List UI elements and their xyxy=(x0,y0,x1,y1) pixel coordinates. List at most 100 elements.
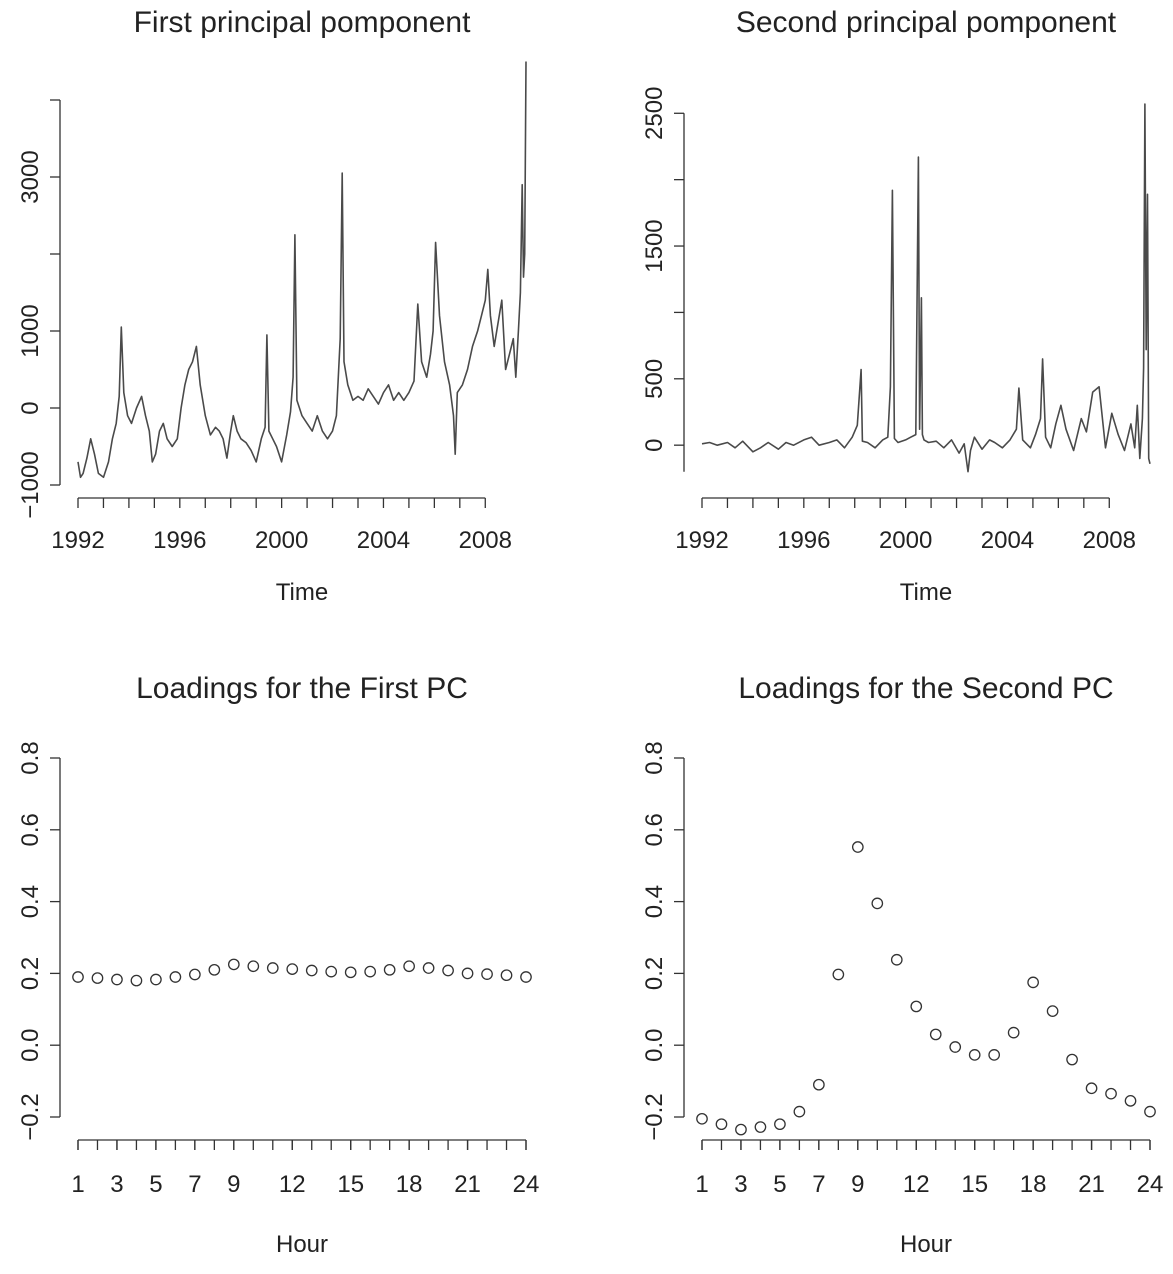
x-tick-label: 9 xyxy=(227,1171,240,1198)
data-point xyxy=(461,967,474,980)
x-tick-label: 3 xyxy=(734,1171,747,1198)
x-tick-label: 1 xyxy=(71,1171,84,1198)
x-tick-label: 24 xyxy=(513,1171,540,1198)
y-tick-label: 0.0 xyxy=(17,1029,44,1062)
data-series-line xyxy=(77,61,527,479)
data-point xyxy=(1144,1105,1156,1118)
data-point xyxy=(1085,1082,1098,1095)
x-tick-label: 21 xyxy=(454,1171,481,1198)
data-point xyxy=(130,974,143,987)
y-tick-label: 0.8 xyxy=(17,741,44,774)
data-point xyxy=(520,971,532,983)
x-tick-label: 1996 xyxy=(777,527,830,554)
chart-title: Loadings for the First PC xyxy=(136,672,468,705)
data-point xyxy=(1124,1094,1137,1107)
x-tick-label: 2000 xyxy=(879,527,932,554)
chart-panel-2: Second principal pomponent 1992 1996 2000 20… xyxy=(641,6,1151,606)
x-tick-label: 15 xyxy=(961,1171,988,1198)
data-point xyxy=(286,963,299,975)
x-tick-label: 2004 xyxy=(981,527,1034,554)
y-tick-label: 0 xyxy=(17,401,44,414)
data-point xyxy=(735,1123,747,1136)
y-tick-label: 0.0 xyxy=(641,1029,668,1062)
x-tick-label: 2008 xyxy=(459,527,512,554)
y-tick-label: 3000 xyxy=(17,150,44,203)
y-tick-label: −0.2 xyxy=(17,1093,44,1140)
x-axis xyxy=(77,497,486,508)
y-axis xyxy=(50,99,61,486)
y-axis xyxy=(674,757,685,1118)
x-tick-label: 12 xyxy=(279,1171,306,1198)
y-tick-label: 1500 xyxy=(641,219,668,272)
data-point xyxy=(227,958,240,971)
y-tick-label: −1000 xyxy=(17,451,44,518)
data-point xyxy=(344,966,357,979)
x-tick-label: 3 xyxy=(110,1171,123,1198)
x-axis-label: Hour xyxy=(276,1231,328,1258)
x-tick-label: 1992 xyxy=(675,527,728,554)
x-tick-label: 18 xyxy=(1020,1171,1047,1198)
x-tick-label: 2008 xyxy=(1083,527,1136,554)
x-tick-label: 1992 xyxy=(51,527,104,554)
data-point xyxy=(208,963,221,976)
data-point xyxy=(111,973,123,986)
data-point xyxy=(247,960,260,973)
x-tick-label: 7 xyxy=(812,1171,825,1198)
y-tick-label: 0.4 xyxy=(641,885,668,918)
data-point xyxy=(696,1112,708,1125)
data-point xyxy=(754,1121,767,1133)
data-point xyxy=(1007,1026,1020,1039)
y-axis xyxy=(50,757,61,1118)
data-point xyxy=(851,841,864,853)
data-point xyxy=(968,1049,981,1061)
data-point xyxy=(481,968,493,980)
data-point xyxy=(929,1028,942,1041)
data-point xyxy=(403,960,415,973)
data-point xyxy=(774,1118,786,1131)
chart-title: Loadings for the Second PC xyxy=(738,672,1113,705)
x-tick-label: 1 xyxy=(695,1171,708,1198)
y-tick-label: 2500 xyxy=(641,87,668,140)
y-tick-label: 0.8 xyxy=(641,741,668,774)
data-point xyxy=(442,964,454,977)
data-point xyxy=(150,973,162,986)
y-tick-label: 0 xyxy=(641,438,668,451)
data-point xyxy=(793,1105,806,1118)
x-tick-label: 2000 xyxy=(255,527,308,554)
data-point xyxy=(715,1118,728,1131)
x-tick-label: 1996 xyxy=(153,527,206,554)
data-point xyxy=(91,972,104,984)
chart-panel-4: Loadings for the Second PC 1 3 5 7 9 12 15 18 21 2… xyxy=(641,672,1163,1258)
chart-title: First principal pomponent xyxy=(134,6,471,39)
x-tick-label: 2004 xyxy=(357,527,410,554)
x-axis-label: Time xyxy=(900,579,952,606)
y-axis xyxy=(674,112,685,472)
data-point xyxy=(364,965,377,978)
data-point xyxy=(500,969,513,982)
data-point xyxy=(1046,1005,1059,1017)
data-point xyxy=(813,1078,825,1091)
x-tick-label: 7 xyxy=(188,1171,201,1198)
data-point xyxy=(832,968,845,981)
data-point xyxy=(189,968,201,981)
data-point xyxy=(988,1049,1001,1061)
data-point xyxy=(1027,976,1039,989)
x-axis xyxy=(701,497,1110,508)
x-tick-label: 9 xyxy=(851,1171,864,1198)
data-point xyxy=(383,963,396,976)
x-axis xyxy=(77,1139,527,1150)
data-point xyxy=(949,1041,962,1053)
x-tick-label: 12 xyxy=(903,1171,930,1198)
data-point xyxy=(266,962,279,974)
data-point xyxy=(169,971,182,983)
x-tick-label: 5 xyxy=(773,1171,786,1198)
x-tick-label: 21 xyxy=(1078,1171,1105,1198)
data-point xyxy=(305,964,318,977)
data-point xyxy=(1105,1087,1117,1100)
y-tick-label: 0.6 xyxy=(641,813,668,846)
data-series-line xyxy=(701,103,1151,473)
chart-panel-3: Loadings for the First PC 1 3 5 7 9 12 15 18 21 24… xyxy=(17,672,539,1258)
chart-title: Second principal pomponent xyxy=(736,6,1117,39)
y-tick-label: 0.2 xyxy=(641,957,668,990)
y-tick-label: 500 xyxy=(641,359,668,399)
